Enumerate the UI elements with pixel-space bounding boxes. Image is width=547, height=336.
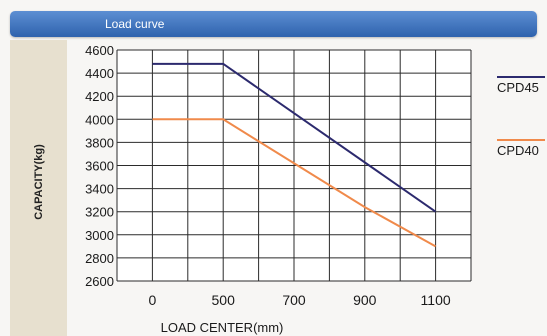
y-tick-label: 4400: [85, 66, 114, 81]
legend-label-cpd45: CPD45: [497, 80, 539, 95]
y-tick-label: 3200: [85, 205, 114, 220]
y-tick-label: 3000: [85, 228, 114, 243]
legend-line-cpd45: [497, 76, 545, 78]
chart-title: Load curve: [105, 17, 165, 31]
y-tick-label: 3600: [85, 159, 114, 174]
series-line-cpd45: [152, 62, 437, 213]
y-tick-label: 4200: [85, 89, 114, 104]
y-tick-label: 4600: [85, 43, 114, 58]
header-bar: Load curve: [10, 11, 537, 37]
series-line-cpd40: [152, 118, 437, 248]
x-tick-label: 700: [282, 292, 306, 308]
x-tick-label: 0: [149, 292, 157, 308]
x-tick-label: 1100: [421, 292, 451, 308]
y-tick-label: 4000: [85, 112, 114, 127]
y-tick-label: 2800: [85, 251, 114, 266]
legend-label-cpd40: CPD40: [497, 143, 539, 158]
x-axis-label: LOAD CENTER(mm): [161, 320, 284, 335]
legend-line-cpd40: [497, 139, 545, 141]
x-tick-label: 500: [212, 292, 236, 308]
y-tick-label: 2600: [85, 274, 114, 289]
y-axis-label-panel: CAPACITY(kg): [10, 40, 67, 336]
y-tick-label: 3400: [85, 182, 114, 197]
y-tick-label: 3800: [85, 135, 114, 150]
x-tick-label: 900: [353, 292, 377, 308]
